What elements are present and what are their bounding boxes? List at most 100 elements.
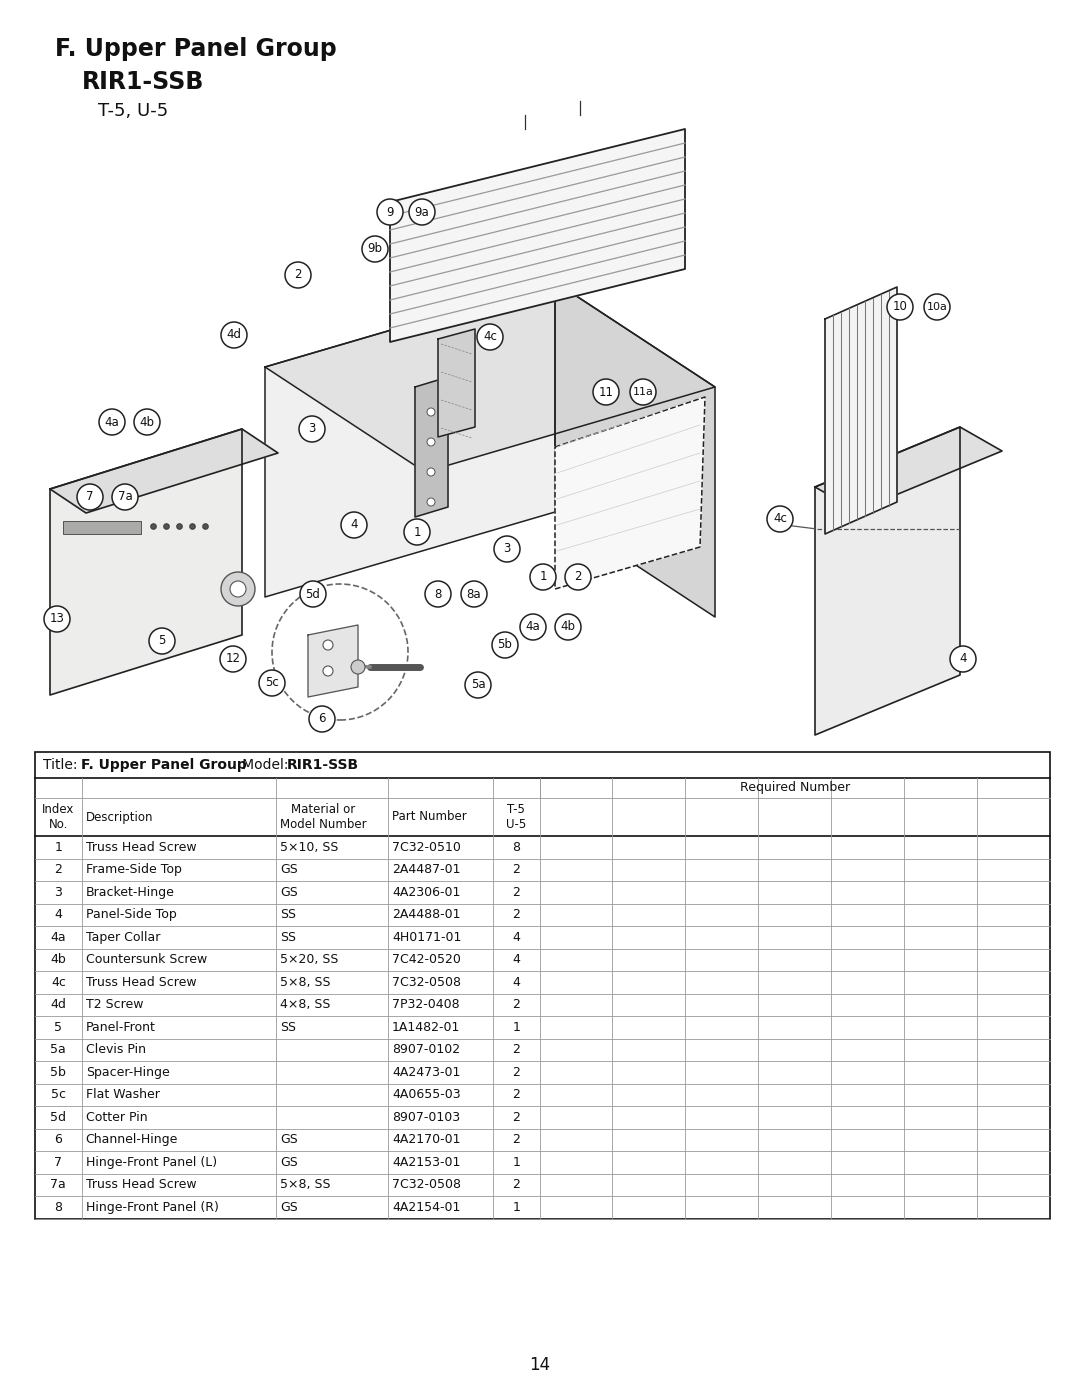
Polygon shape (555, 397, 705, 590)
Circle shape (461, 581, 487, 608)
Text: T-5, U-5: T-5, U-5 (98, 102, 168, 120)
Text: SS: SS (280, 930, 296, 944)
Text: 7C32-0510: 7C32-0510 (392, 841, 461, 854)
Text: Truss Head Screw: Truss Head Screw (85, 841, 197, 854)
Circle shape (221, 571, 255, 606)
Text: 4: 4 (959, 652, 967, 665)
Text: SS: SS (280, 908, 296, 921)
Polygon shape (815, 427, 960, 735)
Text: Flat Washer: Flat Washer (85, 1088, 160, 1101)
Circle shape (377, 198, 403, 225)
Circle shape (427, 497, 435, 506)
Text: Material or
Model Number: Material or Model Number (280, 803, 367, 831)
Text: GS: GS (280, 1133, 298, 1147)
Circle shape (519, 615, 546, 640)
Text: 4c: 4c (483, 331, 497, 344)
Circle shape (77, 483, 103, 510)
Text: 2: 2 (512, 1178, 521, 1192)
Text: 7C42-0520: 7C42-0520 (392, 953, 461, 967)
Text: Countersunk Screw: Countersunk Screw (85, 953, 207, 967)
Circle shape (299, 416, 325, 441)
Text: Bracket-Hinge: Bracket-Hinge (85, 886, 175, 898)
Text: Clevis Pin: Clevis Pin (85, 1044, 146, 1056)
Text: Taper Collar: Taper Collar (85, 930, 160, 944)
Circle shape (630, 379, 656, 405)
Circle shape (494, 536, 519, 562)
Text: 7a: 7a (51, 1178, 66, 1192)
Text: RIR1-SSB: RIR1-SSB (287, 759, 360, 773)
Circle shape (427, 408, 435, 416)
Text: Truss Head Screw: Truss Head Screw (85, 975, 197, 989)
Text: 1A1482-01: 1A1482-01 (392, 1021, 460, 1034)
Text: 1: 1 (512, 1201, 521, 1214)
Text: 4: 4 (54, 908, 63, 921)
Text: 5a: 5a (471, 679, 485, 692)
Text: GS: GS (280, 863, 298, 876)
Circle shape (259, 671, 285, 696)
Text: 7C32-0508: 7C32-0508 (392, 1178, 461, 1192)
Text: 1: 1 (54, 841, 63, 854)
Circle shape (362, 236, 388, 263)
Circle shape (404, 520, 430, 545)
Text: 4b: 4b (139, 415, 154, 429)
Text: T-5
U-5: T-5 U-5 (507, 803, 526, 831)
Circle shape (593, 379, 619, 405)
Text: Panel-Side Top: Panel-Side Top (85, 908, 176, 921)
Circle shape (341, 511, 367, 538)
Polygon shape (265, 282, 555, 597)
Text: 3: 3 (54, 886, 63, 898)
Text: 7P32-0408: 7P32-0408 (392, 999, 460, 1011)
Circle shape (149, 629, 175, 654)
Text: 2A4487-01: 2A4487-01 (392, 863, 460, 876)
Text: 5c: 5c (265, 676, 279, 690)
Text: 4b: 4b (51, 953, 66, 967)
Circle shape (555, 615, 581, 640)
Text: RIR1-SSB: RIR1-SSB (82, 70, 204, 94)
Text: 1: 1 (512, 1021, 521, 1034)
Text: 4: 4 (350, 518, 357, 531)
Text: 4: 4 (512, 953, 521, 967)
Text: 8: 8 (54, 1201, 63, 1214)
Text: 3: 3 (308, 422, 315, 436)
Circle shape (565, 564, 591, 590)
Text: 4c: 4c (773, 513, 787, 525)
Text: 7C32-0508: 7C32-0508 (392, 975, 461, 989)
Text: 12: 12 (226, 652, 241, 665)
Text: 5: 5 (159, 634, 165, 647)
Bar (35, 752, 1050, 1218)
Circle shape (477, 324, 503, 351)
Text: Hinge-Front Panel (L): Hinge-Front Panel (L) (85, 1155, 217, 1169)
Polygon shape (825, 286, 897, 534)
Text: GS: GS (280, 886, 298, 898)
Text: 8a: 8a (467, 588, 482, 601)
Text: 4d: 4d (51, 999, 66, 1011)
Text: 2: 2 (512, 1044, 521, 1056)
Text: 4A0655-03: 4A0655-03 (392, 1088, 460, 1101)
Circle shape (409, 198, 435, 225)
Text: T2 Screw: T2 Screw (85, 999, 144, 1011)
Text: 5×10, SS: 5×10, SS (280, 841, 338, 854)
Text: 2: 2 (512, 1133, 521, 1147)
Circle shape (221, 321, 247, 348)
Text: 5b: 5b (51, 1066, 66, 1078)
Text: 5: 5 (54, 1021, 63, 1034)
Text: 4a: 4a (51, 930, 66, 944)
Text: 4b: 4b (561, 620, 576, 633)
Circle shape (426, 581, 451, 608)
Text: Title:: Title: (43, 759, 82, 773)
Text: 2: 2 (512, 999, 521, 1011)
Text: Part Number: Part Number (392, 810, 467, 823)
Text: 5d: 5d (51, 1111, 66, 1123)
Text: 14: 14 (529, 1356, 551, 1375)
Text: 7: 7 (54, 1155, 63, 1169)
Text: SS: SS (280, 1021, 296, 1034)
Text: Truss Head Screw: Truss Head Screw (85, 1178, 197, 1192)
Text: 4: 4 (512, 975, 521, 989)
Text: 4c: 4c (51, 975, 66, 989)
Text: 2: 2 (512, 908, 521, 921)
Text: 5×20, SS: 5×20, SS (280, 953, 338, 967)
Text: Description: Description (85, 810, 153, 823)
Text: 4A2170-01: 4A2170-01 (392, 1133, 460, 1147)
Text: 1: 1 (539, 570, 546, 584)
Text: 11a: 11a (633, 387, 653, 397)
